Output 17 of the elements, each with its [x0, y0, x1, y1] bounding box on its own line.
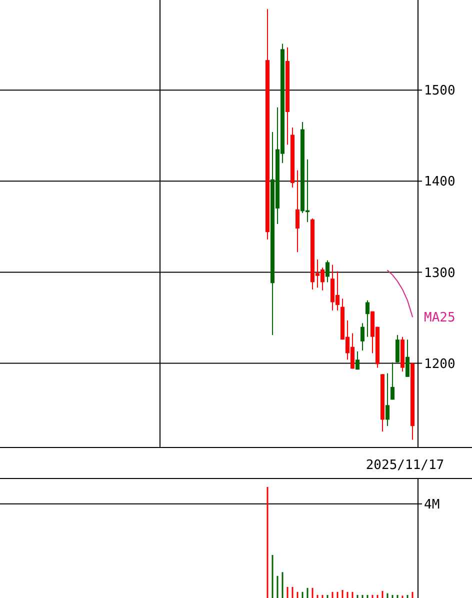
- y-tick-label: 1400: [424, 174, 456, 190]
- candlestick: [326, 260, 330, 283]
- candlestick: [360, 322, 364, 351]
- y-tick-label: 1300: [424, 266, 456, 281]
- candlestick: [296, 170, 300, 253]
- candlestick: [356, 350, 360, 370]
- series-label: MA25: [424, 310, 456, 326]
- y-tick-label: 1200: [424, 356, 456, 372]
- y-tick-label: 4M: [424, 497, 440, 512]
- candlestick: [396, 334, 400, 363]
- text: 2025/11/17: [366, 458, 444, 473]
- candlestick: [386, 372, 390, 427]
- y-tick-label: 1500: [424, 84, 456, 99]
- candlestick: [390, 362, 394, 400]
- candlestick: [366, 300, 370, 338]
- candlestick: [406, 339, 410, 378]
- line-series: [387, 270, 413, 318]
